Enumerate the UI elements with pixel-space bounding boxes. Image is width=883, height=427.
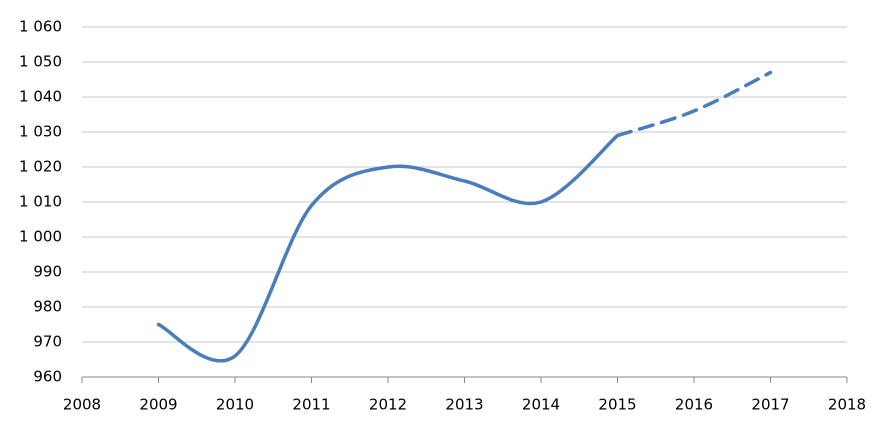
x-tick-label: 2017	[751, 396, 789, 414]
y-tick-label: 1 000	[19, 228, 62, 246]
x-tick-label: 2009	[139, 396, 177, 414]
x-tick-label: 2012	[369, 396, 407, 414]
x-tick-label: 2018	[828, 396, 866, 414]
y-tick-label: 1 030	[19, 123, 62, 141]
y-tick-label: 1 020	[19, 158, 62, 176]
y-tick-label: 990	[33, 263, 62, 281]
y-tick-label: 980	[33, 298, 62, 316]
y-tick-label: 1 060	[19, 18, 62, 36]
y-tick-label: 970	[33, 333, 62, 351]
x-tick-label: 2014	[522, 396, 560, 414]
x-tick-label: 2013	[445, 396, 483, 414]
x-tick-label: 2008	[63, 396, 101, 414]
x-tick-label: 2016	[675, 396, 713, 414]
x-tick-label: 2011	[292, 396, 330, 414]
y-tick-label: 1 050	[19, 53, 62, 71]
x-tick-label: 2015	[598, 396, 636, 414]
y-tick-label: 1 010	[19, 193, 62, 211]
y-tick-label: 960	[33, 368, 62, 386]
line	[156, 133, 620, 363]
y-tick-label: 1 040	[19, 88, 62, 106]
line	[615, 70, 773, 138]
x-tick-label: 2010	[216, 396, 254, 414]
